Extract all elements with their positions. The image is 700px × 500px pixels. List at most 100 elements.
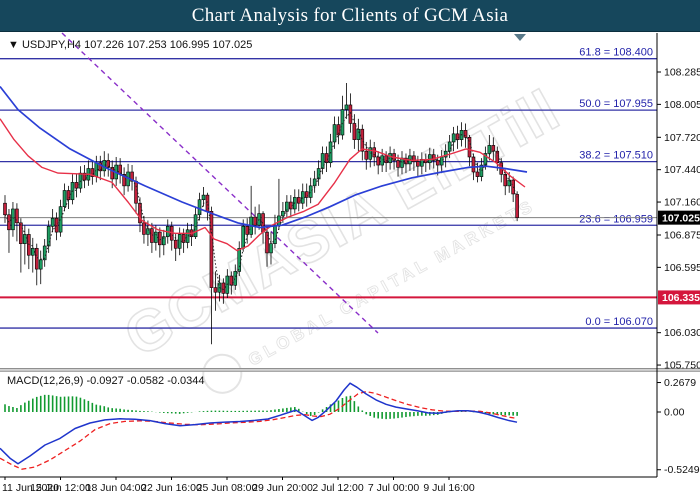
candle-up	[269, 243, 273, 254]
candle-down	[34, 247, 39, 270]
red-level-box	[658, 290, 700, 305]
time-tick-label: 2 Jul 12:00	[312, 482, 364, 494]
macd-histogram	[4, 394, 518, 420]
candle-down	[245, 226, 249, 235]
pane-divider-band[interactable]	[0, 368, 700, 372]
current-price-label: 107.025	[662, 212, 700, 224]
candle-down	[463, 130, 468, 138]
fib-label: 23.6 = 106.959	[579, 213, 653, 225]
candle-up	[356, 128, 361, 140]
candle-down	[384, 155, 388, 164]
candle-up	[273, 224, 277, 244]
candle-down	[110, 167, 114, 180]
candle-up	[316, 168, 321, 180]
fib-label: 0.0 = 106.070	[585, 316, 653, 328]
candle-down	[106, 160, 111, 168]
candle-up	[50, 217, 55, 227]
candle-down	[412, 155, 416, 162]
candle-up	[312, 178, 317, 187]
candle-down	[364, 150, 369, 160]
fib-label: 61.8 = 108.400	[579, 47, 653, 59]
candle-down	[54, 217, 59, 233]
candle-down	[324, 153, 329, 164]
candle-up	[281, 210, 285, 217]
candle-down	[431, 154, 436, 161]
candle-up	[78, 172, 83, 189]
candle-up	[257, 213, 261, 226]
price-tick-label: 107.440	[664, 164, 700, 176]
candle-up	[46, 226, 51, 247]
macd-header: MACD(12,26,9) -0.0927 -0.0582 -0.0344	[7, 375, 205, 387]
candle-down	[503, 174, 508, 187]
macd-scale-label: 0.00	[664, 407, 685, 419]
candle-down	[181, 234, 186, 243]
candle-down	[130, 171, 134, 182]
candle-down	[455, 133, 460, 140]
time-tick-label: 7 Jul 00:00	[368, 482, 420, 494]
price-axis[interactable]: 108.285 108.005 107.720 107.440 107.160 106.8…	[657, 67, 700, 372]
watermark-circle-logo	[202, 353, 243, 394]
macd-scale-label: 0.2679	[664, 377, 696, 389]
price-tick-label: 108.285	[664, 67, 700, 79]
candle-up	[300, 191, 305, 204]
candle-down	[304, 191, 309, 198]
macd-pane[interactable]: MACD(12,26,9) -0.0927 -0.0582 -0.0344 0.2…	[0, 375, 700, 476]
price-tick-label: 108.005	[664, 99, 700, 111]
title-banner: Chart Analysis for Clients of GCM Asia	[0, 0, 700, 32]
candle-up	[38, 259, 43, 270]
candle-up	[439, 156, 444, 166]
macd-signal-line	[0, 390, 518, 470]
time-tick-label: 29 Jun 20:00	[252, 482, 313, 494]
candle-up	[30, 247, 35, 256]
candle-down	[515, 194, 519, 218]
symbol-header: ▼ USDJPY,H4 107.226 107.253 106.995 107.…	[8, 39, 252, 51]
candle-down	[90, 168, 95, 177]
time-tick-label: 15 Jun 12:00	[30, 482, 91, 494]
candle-up	[332, 124, 337, 143]
price-tick-label: 107.160	[664, 197, 700, 209]
candle-down	[360, 128, 365, 152]
time-tick-label: 9 Jul 16:00	[423, 482, 475, 494]
time-tick-label: 22 Jun 16:00	[141, 482, 202, 494]
candle-up	[340, 109, 345, 136]
candle-up	[162, 236, 166, 246]
candle-down	[467, 137, 472, 158]
candle-up	[487, 145, 492, 154]
candle-down	[229, 275, 234, 286]
candle-down	[98, 162, 103, 172]
candle-up	[23, 234, 27, 244]
candle-down	[348, 104, 353, 124]
candle-down	[435, 160, 440, 166]
trendline-dashed[interactable]	[61, 32, 379, 334]
time-tick-label: 11 Jun 2020	[2, 482, 59, 494]
scroll-end-marker-icon[interactable]	[514, 34, 526, 41]
candle-up	[201, 194, 206, 201]
candle-up	[507, 179, 511, 187]
candle-down	[209, 210, 214, 288]
candle-down	[416, 161, 420, 167]
candle-up	[344, 104, 349, 110]
candle-down	[491, 145, 496, 152]
candle-up	[285, 201, 289, 212]
price-tick-label: 106.875	[664, 229, 700, 241]
candle-down	[19, 222, 23, 244]
candle-up	[58, 206, 63, 233]
ma-slow-blue	[0, 85, 528, 229]
candle-up	[451, 133, 456, 143]
fib-label: 50.0 = 107.955	[579, 98, 653, 110]
time-tick-label: 18 Jun 04:00	[86, 482, 147, 494]
time-tick-label: 25 Jun 08:00	[197, 482, 258, 494]
candle-down	[253, 216, 257, 226]
candle-down	[142, 222, 146, 235]
candle-up	[62, 190, 67, 207]
fib-label: 38.2 = 107.510	[579, 150, 653, 162]
candle-down	[74, 182, 79, 189]
candle-down	[471, 156, 476, 173]
candle-up	[483, 153, 488, 166]
candle-down	[495, 150, 500, 164]
candle-up	[320, 153, 325, 169]
candle-down	[82, 172, 87, 181]
